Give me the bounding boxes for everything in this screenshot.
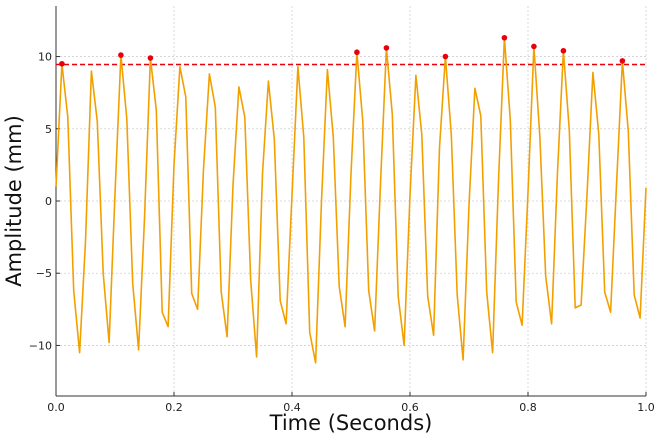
x-tick-label: 0.8: [519, 401, 537, 414]
peak-marker: [59, 60, 65, 67]
peak-marker: [531, 43, 537, 50]
y-tick-label: −5: [36, 267, 52, 280]
y-tick-label: 5: [45, 123, 52, 136]
peak-marker: [619, 58, 626, 64]
y-tick-label: 10: [38, 51, 52, 64]
x-axis-label: Time (Seconds): [269, 411, 433, 435]
series-line: [55, 36, 647, 364]
x-tick-label: 0.4: [283, 401, 301, 414]
series-layer: [55, 36, 647, 364]
y-tick-label: 0: [45, 195, 52, 208]
peaks-layer: [59, 34, 626, 67]
axes: [55, 6, 647, 397]
x-tick-label: 0.6: [401, 401, 419, 414]
y-tick-label: −10: [29, 339, 52, 352]
peak-marker: [354, 49, 360, 56]
x-tick-label: 1.0: [637, 401, 655, 414]
y-axis-label: Amplitude (mm): [2, 115, 26, 287]
tick-labels: 0.0 0.2 0.4 0.6 0.8 1.0 −10 −5 0 5 10: [29, 51, 655, 414]
peak-marker: [560, 47, 567, 54]
peak-marker: [147, 55, 154, 61]
peak-marker: [442, 53, 449, 60]
x-tick-label: 0.0: [47, 401, 65, 414]
peak-marker: [383, 45, 390, 51]
peak-marker: [501, 34, 508, 41]
peak-marker: [118, 52, 124, 58]
x-tick-label: 0.2: [165, 401, 183, 414]
